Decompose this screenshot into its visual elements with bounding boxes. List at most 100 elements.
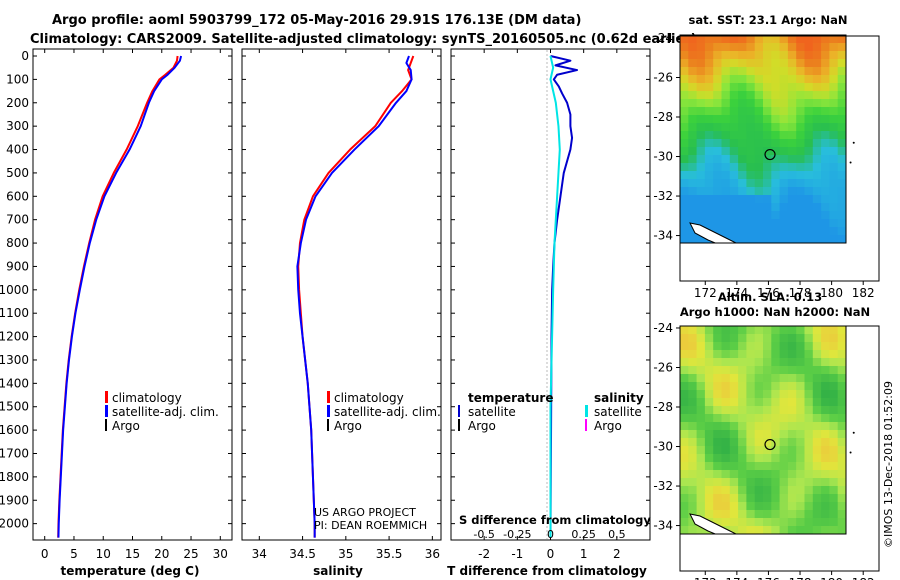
map-cell: [729, 163, 739, 172]
map-cell: [721, 486, 731, 495]
legend-swatch-satellite-adj: [105, 405, 108, 417]
map-cell: [704, 334, 714, 343]
map-cell: [829, 219, 839, 228]
map-cell: [804, 107, 814, 116]
sla-map-image: [680, 326, 846, 534]
map-cell: [713, 494, 723, 503]
map-cell: [688, 342, 698, 351]
map-cell: [721, 131, 731, 140]
map-cell: [729, 350, 739, 359]
map-cell: [696, 422, 706, 431]
map-cell: [812, 438, 822, 447]
map-cell: [746, 478, 756, 487]
map-cell: [738, 115, 747, 124]
map-cell: [837, 518, 846, 527]
map-cell: [754, 526, 764, 534]
map-cell: [829, 462, 839, 471]
map-cell: [729, 358, 739, 367]
map-cell: [804, 414, 814, 423]
map-cell: [796, 326, 806, 335]
map-cell: [796, 342, 806, 351]
map-cell: [829, 446, 839, 455]
map-cell: [796, 430, 806, 439]
map-cell: [721, 83, 731, 92]
map-cell: [771, 478, 781, 487]
map-cell: [763, 430, 772, 439]
map-axes-frame: [679, 35, 880, 282]
map-cell: [771, 326, 781, 335]
map-cell: [754, 358, 764, 367]
map-cell: [763, 446, 772, 455]
map-cell: [680, 478, 689, 487]
map-cell: [787, 115, 797, 124]
map-cell: [704, 494, 714, 503]
map-cell: [704, 502, 714, 511]
map-cell: [704, 430, 714, 439]
map-cell: [787, 43, 797, 52]
legend-label-s-argo: Argo: [594, 419, 622, 433]
map-cell: [763, 366, 772, 375]
lon-tick-label: 182: [852, 576, 875, 580]
map-cell: [738, 187, 747, 196]
map-cell: [763, 502, 772, 511]
legend-swatch-s-satellite: [585, 405, 588, 417]
map-cell: [837, 430, 846, 439]
map-cell: [796, 99, 806, 108]
map-cell: [804, 422, 814, 431]
map-cell: [754, 478, 764, 487]
map-cell: [680, 211, 689, 220]
map-cell: [812, 227, 822, 236]
map-cell: [729, 99, 739, 108]
legend-label-t-satellite: satellite: [468, 405, 516, 419]
depth-tick-label: 1100: [0, 306, 29, 320]
map-cell: [704, 414, 714, 423]
map-cell: [787, 334, 797, 343]
map-cell: [771, 446, 781, 455]
map-cell: [738, 235, 747, 243]
map-cell: [696, 486, 706, 495]
map-cell: [704, 422, 714, 431]
map-cell: [746, 43, 756, 52]
map-cell: [696, 163, 706, 172]
map-cell: [688, 195, 698, 204]
map-cell: [754, 195, 764, 204]
map-cell: [812, 510, 822, 519]
map-cell: [713, 187, 723, 196]
map-cell: [779, 179, 789, 188]
map-cell: [771, 414, 781, 423]
map-cell: [771, 99, 781, 108]
map-cell: [821, 374, 830, 383]
map-cell: [738, 227, 747, 236]
map-cell: [804, 390, 814, 399]
map-cell: [779, 203, 789, 212]
map-cell: [696, 211, 706, 220]
map-cell: [688, 414, 698, 423]
map-cell: [713, 390, 723, 399]
lon-tick-label: 174: [725, 576, 748, 580]
map-cell: [729, 139, 739, 148]
map-cell: [713, 51, 723, 60]
map-cell: [771, 486, 781, 495]
map-cell: [837, 43, 846, 52]
map-cell: [713, 147, 723, 156]
map-cell: [796, 470, 806, 479]
map-cell: [696, 494, 706, 503]
map-cell: [704, 91, 714, 100]
map-cell: [787, 75, 797, 84]
map-cell: [796, 518, 806, 527]
map-cell: [821, 478, 830, 487]
map-cell: [779, 187, 789, 196]
map-cell: [729, 187, 739, 196]
map-cell: [829, 195, 839, 204]
map-cell: [680, 163, 689, 172]
map-cell: [804, 446, 814, 455]
map-cell: [796, 358, 806, 367]
map-cell: [704, 179, 714, 188]
map-cell: [713, 203, 723, 212]
map-cell: [754, 518, 764, 527]
map-cell: [704, 131, 714, 140]
island-mark: [849, 451, 852, 454]
map-cell: [804, 43, 814, 52]
map-cell: [729, 179, 739, 188]
map-cell: [746, 350, 756, 359]
